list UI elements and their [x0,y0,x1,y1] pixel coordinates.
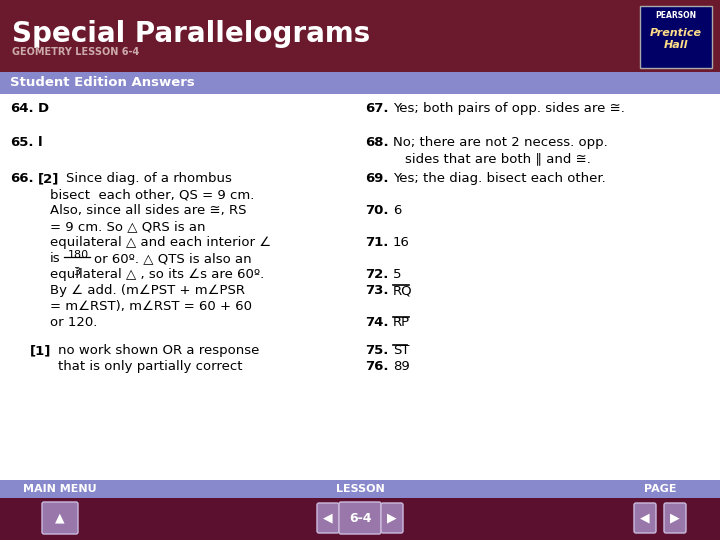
Text: 16: 16 [393,236,410,249]
Text: ▶: ▶ [387,511,397,524]
Text: 180: 180 [68,250,89,260]
FancyBboxPatch shape [664,503,686,533]
Text: or 60º. △ QTS is also an: or 60º. △ QTS is also an [94,252,251,265]
Text: 64.: 64. [10,102,34,115]
Text: equilateral △ , so its ∠s are 60º.: equilateral △ , so its ∠s are 60º. [50,268,264,281]
Text: Student Edition Answers: Student Edition Answers [10,77,194,90]
FancyBboxPatch shape [0,480,720,498]
Text: 70.: 70. [365,204,389,217]
Text: 67.: 67. [365,102,389,115]
Text: 72.: 72. [365,268,388,281]
Text: 75.: 75. [365,344,388,357]
Text: D: D [38,102,49,115]
Text: 5: 5 [393,268,402,281]
Text: [2]: [2] [38,172,59,185]
Text: Also, since all sides are ≅, RS: Also, since all sides are ≅, RS [50,204,246,217]
Text: LESSON: LESSON [336,484,384,494]
Text: Prentice: Prentice [650,28,702,38]
FancyBboxPatch shape [339,502,381,534]
Text: PAGE: PAGE [644,484,676,494]
Text: 6: 6 [393,204,401,217]
Text: bisect  each other, QS = 9 cm.: bisect each other, QS = 9 cm. [50,188,254,201]
Text: Since diag. of a rhombus: Since diag. of a rhombus [66,172,232,185]
Text: Special Parallelograms: Special Parallelograms [12,20,370,48]
FancyBboxPatch shape [0,0,720,72]
Text: Yes; the diag. bisect each other.: Yes; the diag. bisect each other. [393,172,606,185]
FancyBboxPatch shape [634,503,656,533]
Text: ◀: ◀ [323,511,333,524]
FancyBboxPatch shape [317,503,339,533]
Text: Hall: Hall [664,40,688,50]
Text: By ∠ add. (m∠PST + m∠PSR: By ∠ add. (m∠PST + m∠PSR [50,284,245,297]
Text: = 9 cm. So △ QRS is an: = 9 cm. So △ QRS is an [50,220,205,233]
Text: ◀: ◀ [640,511,650,524]
Text: 68.: 68. [365,136,389,149]
Text: 65.: 65. [10,136,34,149]
Text: RP: RP [393,316,410,329]
FancyBboxPatch shape [381,503,403,533]
Text: RQ: RQ [393,284,413,297]
Text: that is only partially correct: that is only partially correct [58,360,243,373]
Text: sides that are both ∥ and ≅.: sides that are both ∥ and ≅. [405,152,591,165]
Text: 3: 3 [73,267,80,277]
Text: ▲: ▲ [55,511,65,524]
FancyBboxPatch shape [0,480,720,540]
Text: GEOMETRY LESSON 6-4: GEOMETRY LESSON 6-4 [12,47,139,57]
Text: [1]: [1] [30,344,51,357]
Text: ST: ST [393,344,410,357]
Text: 76.: 76. [365,360,389,373]
Text: 66.: 66. [10,172,34,185]
Text: Yes; both pairs of opp. sides are ≅.: Yes; both pairs of opp. sides are ≅. [393,102,625,115]
Text: equilateral △ and each interior ∠: equilateral △ and each interior ∠ [50,236,271,249]
Text: 74.: 74. [365,316,389,329]
Text: 71.: 71. [365,236,388,249]
FancyBboxPatch shape [0,72,720,94]
Text: 89: 89 [393,360,410,373]
Text: l: l [38,136,42,149]
Text: MAIN MENU: MAIN MENU [23,484,96,494]
Text: ▶: ▶ [670,511,680,524]
Text: No; there are not 2 necess. opp.: No; there are not 2 necess. opp. [393,136,608,149]
FancyBboxPatch shape [640,6,712,68]
Text: no work shown OR a response: no work shown OR a response [58,344,259,357]
Text: 69.: 69. [365,172,389,185]
Text: = m∠RST), m∠RST = 60 + 60: = m∠RST), m∠RST = 60 + 60 [50,300,252,313]
Text: PEARSON: PEARSON [655,11,696,20]
FancyBboxPatch shape [42,502,78,534]
Text: 6-4: 6-4 [348,511,372,524]
Text: or 120.: or 120. [50,316,97,329]
Text: is: is [50,252,60,265]
Text: 73.: 73. [365,284,389,297]
